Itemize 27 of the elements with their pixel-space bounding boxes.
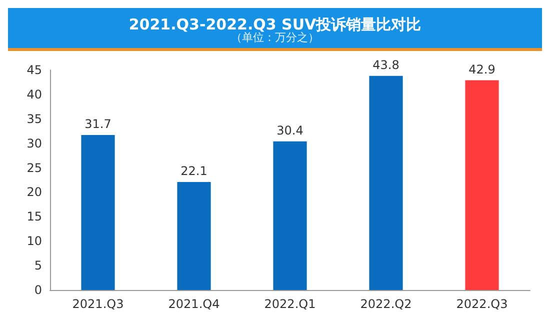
y-tick-label: 40 <box>26 87 42 102</box>
y-tick-label: 35 <box>26 112 42 126</box>
y-tick-label: 45 <box>26 63 42 77</box>
data-label: 30.4 <box>276 123 304 138</box>
y-tick-label: 30 <box>26 136 42 150</box>
data-label: 43.8 <box>372 58 400 72</box>
y-tick-label: 0 <box>34 283 42 297</box>
y-tick-label: 25 <box>26 160 42 175</box>
bar <box>177 182 211 290</box>
y-tick-label: 15 <box>26 210 42 224</box>
data-label: 31.7 <box>84 117 112 132</box>
data-label: 22.1 <box>180 164 208 178</box>
chart-subtitle: （单位：万分之） <box>231 31 319 44</box>
y-tick-label: 20 <box>26 185 42 200</box>
y-tick-label: 5 <box>34 258 42 273</box>
x-tick-label: 2022.Q3 <box>456 297 508 311</box>
bar <box>369 76 403 290</box>
x-tick-label: 2022.Q1 <box>264 297 316 311</box>
chart-title: 2021.Q3-2022.Q3 SUV投诉销量比对比 <box>128 16 422 34</box>
bar <box>465 80 499 290</box>
x-tick-label: 2021.Q4 <box>168 297 220 311</box>
bar <box>81 135 115 290</box>
y-tick-label: 10 <box>26 234 42 248</box>
x-tick-label: 2022.Q2 <box>360 297 412 311</box>
data-label: 42.9 <box>468 62 496 76</box>
x-tick-label: 2021.Q3 <box>72 297 124 311</box>
bar <box>273 141 307 290</box>
